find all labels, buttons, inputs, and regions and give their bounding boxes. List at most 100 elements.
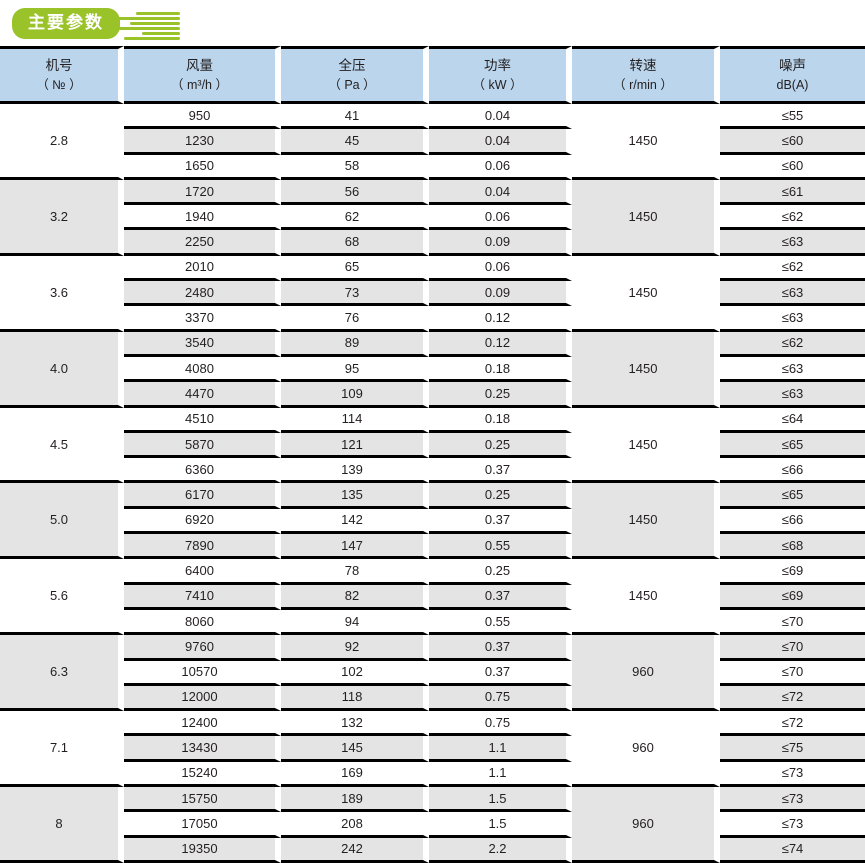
section-badge-label: 主要参数 bbox=[12, 8, 120, 39]
table-row: 3.6 2010 65 0.06 1450 ≤62 bbox=[0, 255, 865, 332]
cell-power: 0.25 bbox=[429, 432, 572, 459]
cell-flow: 2010 bbox=[124, 255, 281, 282]
table-row: 6360 139 0.37 ≤66 bbox=[0, 458, 865, 484]
cell-flow: 6920 bbox=[124, 508, 281, 535]
cell-noise: ≤63 bbox=[720, 281, 865, 307]
table-row: 2.8 950 41 0.04 1450 ≤55 bbox=[0, 104, 865, 180]
cell-noise: ≤63 bbox=[720, 356, 865, 383]
cell-noise: ≤64 bbox=[720, 407, 865, 433]
cell-noise: ≤63 bbox=[720, 230, 865, 256]
cell-pressure: 102 bbox=[281, 660, 429, 686]
table-row: 5.0 6170 135 0.25 1450 ≤65 bbox=[0, 483, 865, 560]
cell-power: 0.75 bbox=[429, 711, 572, 737]
cell-speed: 960 bbox=[572, 635, 720, 712]
cell-pressure: 147 bbox=[281, 534, 429, 560]
cell-power: 0.55 bbox=[429, 609, 572, 636]
cell-pressure: 89 bbox=[281, 331, 429, 357]
column-unit-speed: （ r/min ） bbox=[613, 77, 673, 92]
cell-noise: ≤66 bbox=[720, 508, 865, 535]
cell-pressure: 92 bbox=[281, 635, 429, 661]
table-row: 7410 82 0.37 ≤69 bbox=[0, 584, 865, 610]
column-unit-power: （ kW ） bbox=[472, 77, 523, 92]
column-unit-pressure: （ Pa ） bbox=[328, 77, 376, 92]
cell-noise: ≤63 bbox=[720, 306, 865, 332]
cell-pressure: 94 bbox=[281, 609, 429, 636]
cell-noise: ≤72 bbox=[720, 711, 865, 737]
column-header-power: 功率 （ kW ） bbox=[429, 46, 572, 104]
cell-model: 6.3 bbox=[0, 635, 124, 712]
cell-flow: 4510 bbox=[124, 407, 281, 433]
cell-pressure: 242 bbox=[281, 837, 429, 863]
cell-flow: 6360 bbox=[124, 458, 281, 484]
cell-pressure: 78 bbox=[281, 559, 429, 585]
column-title-model: 机号 bbox=[45, 58, 73, 74]
cell-flow: 3370 bbox=[124, 306, 281, 332]
cell-power: 0.37 bbox=[429, 584, 572, 610]
column-title-flow: 风量 bbox=[186, 58, 213, 74]
cell-noise: ≤66 bbox=[720, 458, 865, 484]
cell-speed: 960 bbox=[572, 711, 720, 788]
cell-speed: 1450 bbox=[572, 255, 720, 332]
cell-pressure: 142 bbox=[281, 508, 429, 535]
cell-noise: ≤62 bbox=[720, 331, 865, 357]
cell-pressure: 58 bbox=[281, 154, 429, 180]
cell-pressure: 76 bbox=[281, 306, 429, 332]
column-unit-flow: （ m³/h ） bbox=[171, 77, 228, 92]
cell-pressure: 65 bbox=[281, 255, 429, 282]
cell-noise: ≤69 bbox=[720, 559, 865, 585]
column-unit-model: （ № ） bbox=[36, 77, 82, 92]
cell-power: 0.09 bbox=[429, 230, 572, 256]
cell-speed: 1450 bbox=[572, 331, 720, 408]
cell-power: 1.1 bbox=[429, 736, 572, 762]
table-row: 5870 121 0.25 ≤65 bbox=[0, 432, 865, 459]
table-row: 13430 145 1.1 ≤75 bbox=[0, 736, 865, 762]
cell-power: 0.18 bbox=[429, 407, 572, 433]
cell-power: 0.25 bbox=[429, 483, 572, 509]
column-header-flow: 风量 （ m³/h ） bbox=[124, 46, 281, 104]
column-title-pressure: 全压 bbox=[338, 58, 366, 74]
cell-flow: 13430 bbox=[124, 736, 281, 762]
column-title-power: 功率 bbox=[484, 58, 511, 74]
table-row: 3.2 1720 56 0.04 1450 ≤61 bbox=[0, 179, 865, 256]
cell-flow: 7890 bbox=[124, 534, 281, 560]
cell-power: 1.1 bbox=[429, 761, 572, 788]
column-title-noise: 噪声 bbox=[779, 58, 806, 74]
cell-model: 8 bbox=[0, 787, 124, 863]
cell-flow: 6400 bbox=[124, 559, 281, 585]
cell-power: 0.37 bbox=[429, 508, 572, 535]
section-badge: 主要参数 bbox=[12, 8, 180, 40]
cell-pressure: 56 bbox=[281, 179, 429, 206]
cell-pressure: 118 bbox=[281, 685, 429, 712]
cell-noise: ≤70 bbox=[720, 609, 865, 636]
cell-pressure: 41 bbox=[281, 104, 429, 130]
column-header-model: 机号 （ № ） bbox=[0, 46, 124, 104]
cell-model: 3.6 bbox=[0, 255, 124, 332]
cell-noise: ≤65 bbox=[720, 432, 865, 459]
cell-speed: 960 bbox=[572, 787, 720, 863]
cell-flow: 2250 bbox=[124, 230, 281, 256]
cell-pressure: 132 bbox=[281, 711, 429, 737]
column-title-speed: 转速 bbox=[629, 58, 657, 74]
table-row: 8060 94 0.55 ≤70 bbox=[0, 609, 865, 636]
cell-noise: ≤55 bbox=[720, 104, 865, 130]
cell-power: 0.04 bbox=[429, 179, 572, 206]
speed-lines-icon bbox=[104, 11, 180, 40]
section-header: 主要参数 bbox=[0, 0, 865, 46]
cell-power: 2.2 bbox=[429, 837, 572, 863]
cell-power: 0.06 bbox=[429, 154, 572, 180]
cell-noise: ≤62 bbox=[720, 205, 865, 231]
cell-model: 5.0 bbox=[0, 483, 124, 560]
cell-pressure: 73 bbox=[281, 281, 429, 307]
cell-flow: 5870 bbox=[124, 432, 281, 459]
cell-pressure: 114 bbox=[281, 407, 429, 433]
table-row: 1230 45 0.04 ≤60 bbox=[0, 129, 865, 155]
cell-noise: ≤68 bbox=[720, 534, 865, 560]
cell-noise: ≤73 bbox=[720, 761, 865, 788]
cell-flow: 8060 bbox=[124, 609, 281, 636]
cell-pressure: 145 bbox=[281, 736, 429, 762]
cell-pressure: 139 bbox=[281, 458, 429, 484]
table-row: 1940 62 0.06 ≤62 bbox=[0, 205, 865, 231]
table-row: 2480 73 0.09 ≤63 bbox=[0, 281, 865, 307]
cell-speed: 1450 bbox=[572, 483, 720, 560]
cell-noise: ≤75 bbox=[720, 736, 865, 762]
